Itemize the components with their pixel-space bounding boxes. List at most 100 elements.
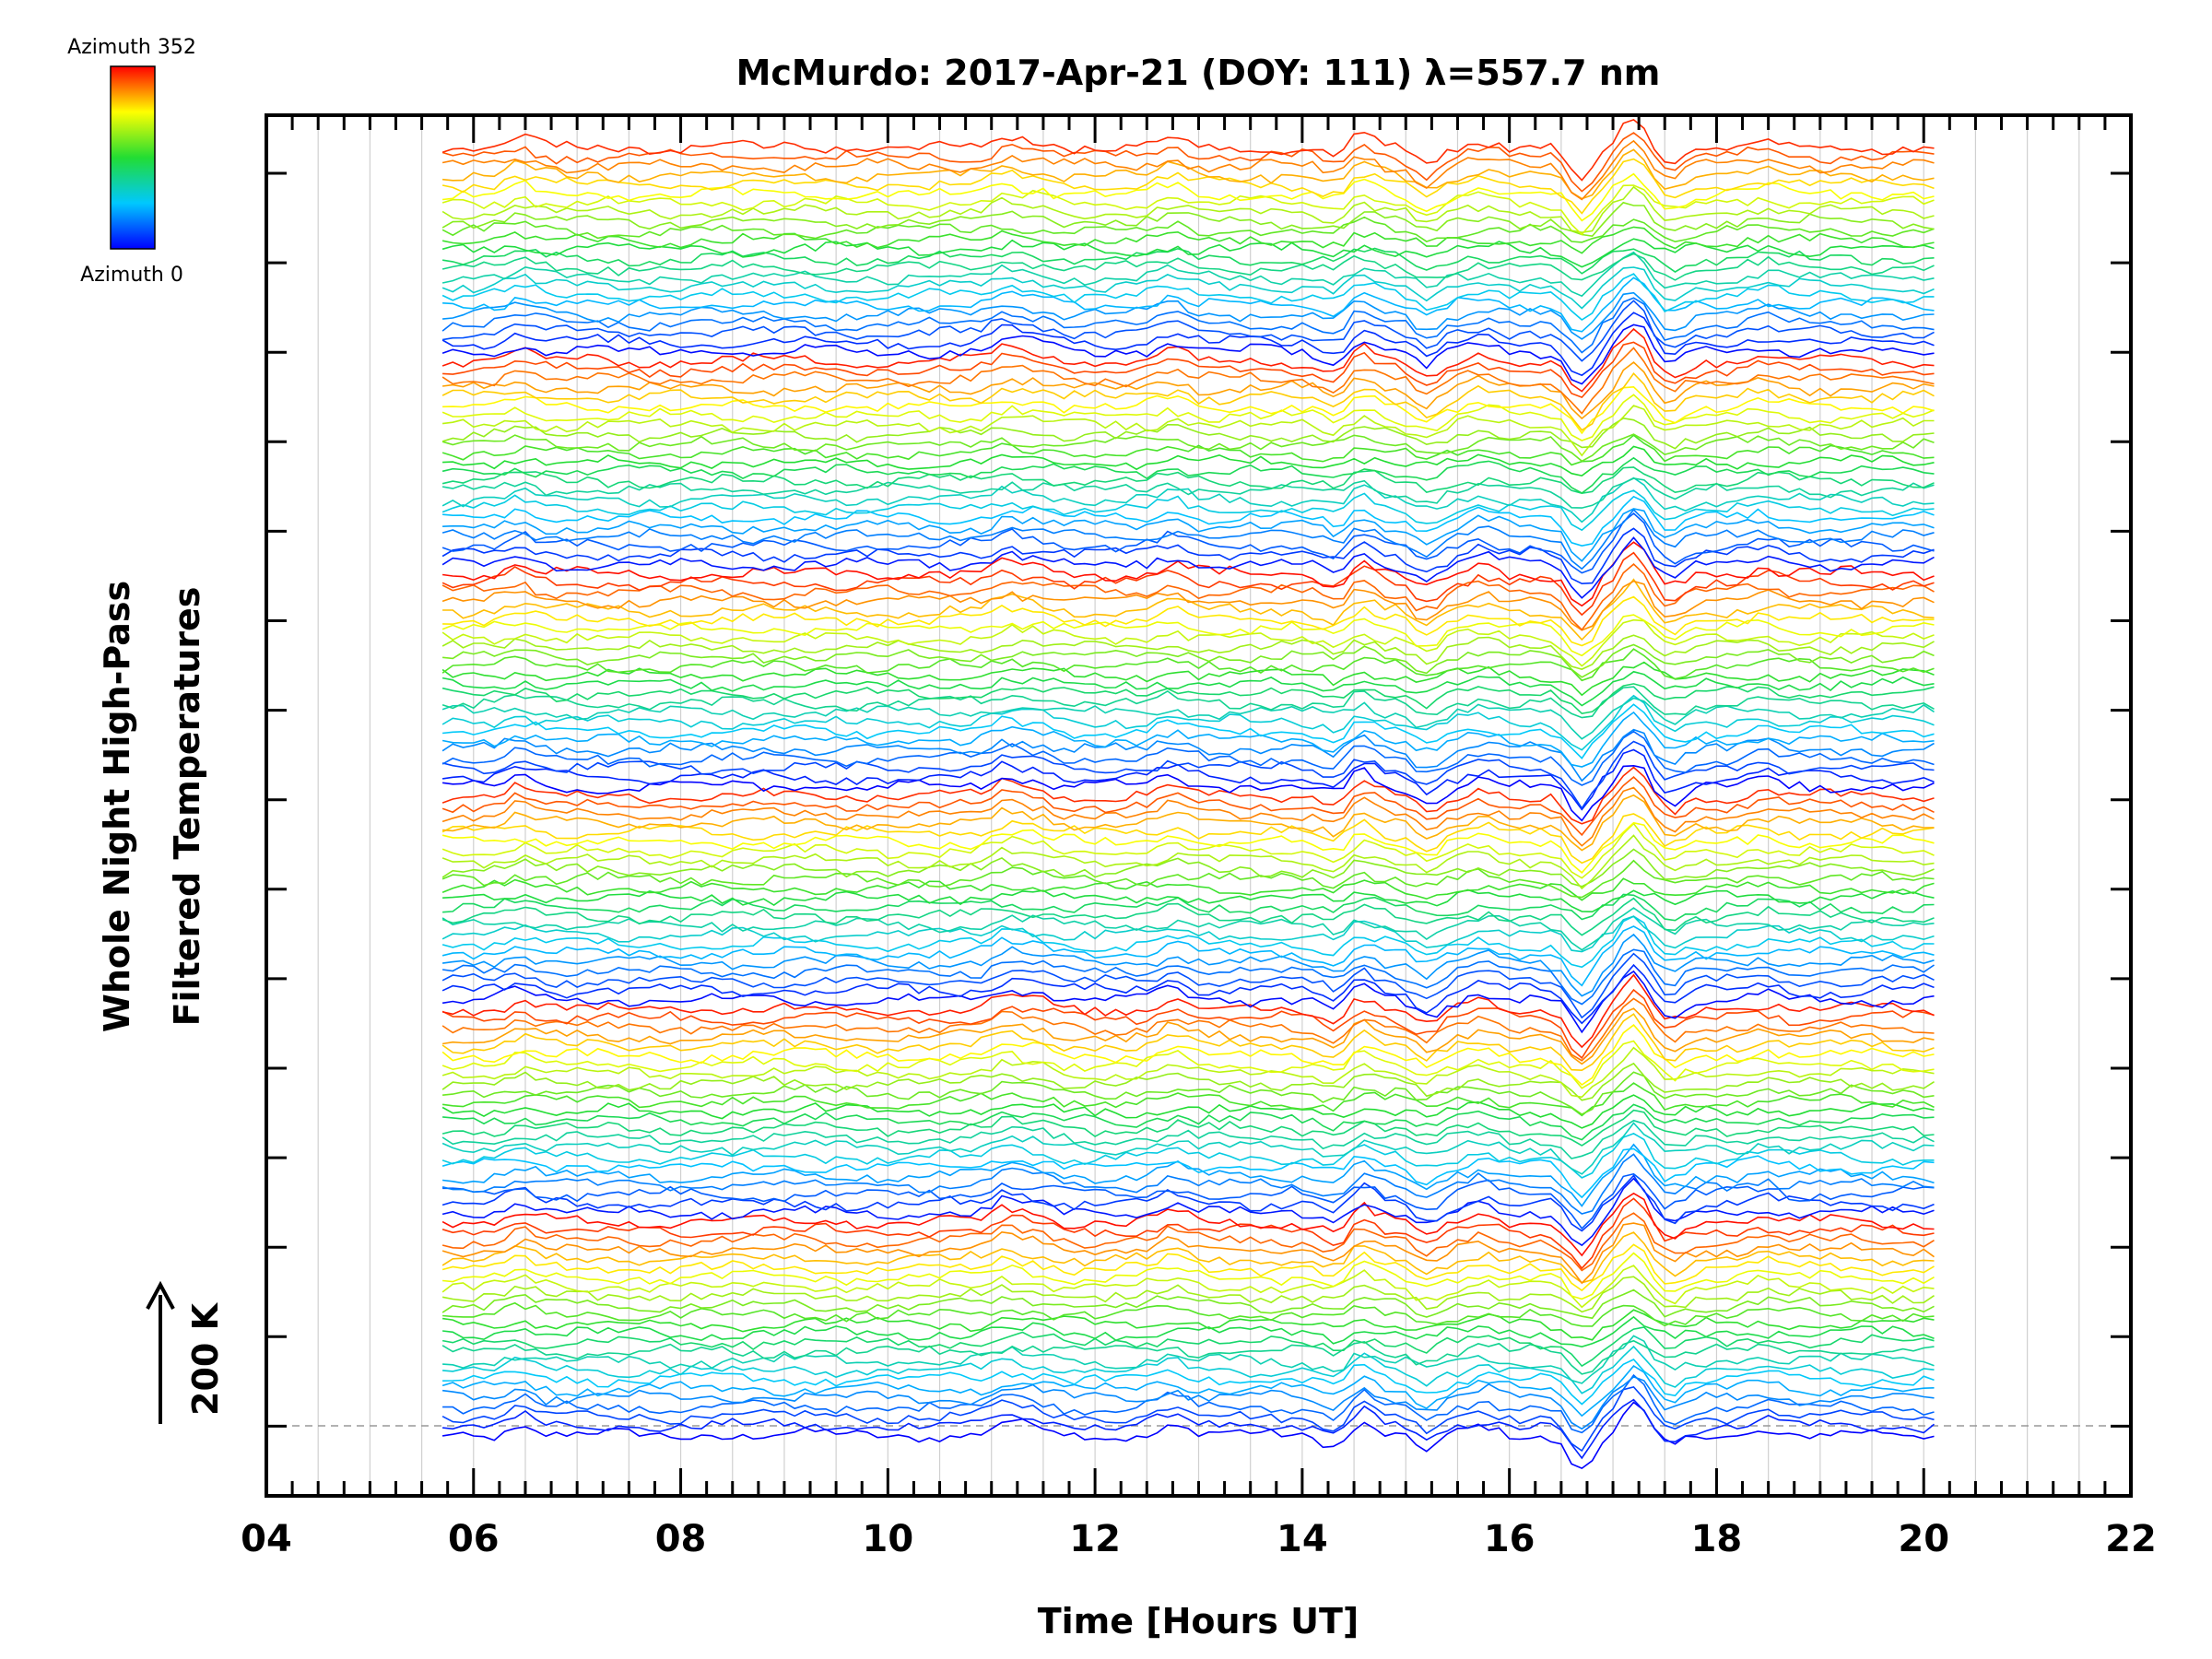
azimuth-trace (441, 1243, 1935, 1292)
azimuth-trace (441, 184, 1935, 236)
x-axis-label: Time [Hours UT] (1038, 1601, 1359, 1641)
azimuth-trace (441, 683, 1935, 715)
azimuth-trace (441, 327, 1935, 393)
azimuth-trace (442, 1103, 1935, 1141)
x-tick-label: 12 (1069, 1518, 1121, 1560)
colorbar: Azimuth 352 Azimuth 0 (67, 36, 196, 287)
azimuth-trace (441, 925, 1935, 987)
azimuth-trace (441, 433, 1935, 463)
azimuth-trace (442, 172, 1935, 222)
azimuth-trace (441, 618, 1935, 667)
azimuth-trace (441, 226, 1935, 254)
x-tick-label: 20 (1898, 1518, 1949, 1560)
azimuth-trace (441, 312, 1935, 377)
trace-lines (441, 118, 1936, 1470)
azimuth-trace (441, 1265, 1935, 1309)
azimuth-trace (442, 1301, 1935, 1327)
azimuth-trace (441, 813, 1935, 865)
azimuth-trace (441, 266, 1935, 310)
azimuth-trace (442, 508, 1935, 562)
azimuth-trace (441, 1276, 1935, 1313)
azimuth-trace (442, 1252, 1935, 1300)
azimuth-trace (441, 1119, 1935, 1159)
colorbar-gradient (110, 65, 156, 250)
azimuth-trace (442, 703, 1935, 759)
azimuth-trace (441, 1231, 1935, 1284)
azimuth-trace (441, 477, 1935, 509)
colorbar-top-label: Azimuth 352 (67, 36, 196, 59)
azimuth-trace (442, 385, 1935, 435)
azimuth-trace (441, 648, 1935, 682)
azimuth-trace (441, 1082, 1935, 1117)
azimuth-trace (441, 848, 1935, 888)
azimuth-trace (441, 1339, 1935, 1375)
x-tick-label: 22 (2105, 1518, 2157, 1560)
azimuth-trace (441, 456, 1935, 494)
azimuth-trace (441, 670, 1935, 707)
azimuth-trace (441, 614, 1935, 657)
azimuth-trace (442, 1071, 1935, 1115)
azimuth-trace (441, 541, 1935, 607)
azimuth-trace (441, 711, 1935, 768)
azimuth-trace (441, 536, 1935, 599)
x-tick-label: 18 (1691, 1518, 1743, 1560)
azimuth-trace (441, 1062, 1935, 1101)
azimuth-trace (441, 1386, 1935, 1453)
azimuth-trace (442, 276, 1935, 333)
azimuth-trace (442, 643, 1935, 678)
azimuth-trace (441, 1177, 1935, 1247)
azimuth-trace (441, 1326, 1935, 1368)
azimuth-trace (441, 1212, 1935, 1272)
y-axis-label-line1: Whole Night High-Pass (97, 581, 137, 1032)
azimuth-trace (441, 952, 1935, 1019)
azimuth-trace (441, 185, 1935, 234)
azimuth-trace (441, 1109, 1935, 1147)
azimuth-trace (441, 634, 1935, 670)
azimuth-trace (441, 580, 1935, 631)
scale-arrow-head (146, 1280, 175, 1310)
azimuth-trace (441, 527, 1935, 585)
azimuth-trace (441, 297, 1935, 354)
azimuth-trace (441, 394, 1935, 441)
azimuth-trace (441, 766, 1935, 825)
azimuth-trace (441, 694, 1935, 751)
azimuth-trace (442, 794, 1935, 852)
azimuth-trace (442, 888, 1935, 913)
azimuth-trace (441, 1046, 1935, 1099)
azimuth-trace (441, 1174, 1935, 1232)
x-tick-label: 04 (241, 1518, 292, 1560)
y-axis-label-line2: Filtered Temperatures (167, 587, 207, 1027)
azimuth-trace (441, 273, 1935, 321)
azimuth-trace (441, 877, 1935, 901)
x-tick-label: 16 (1484, 1518, 1535, 1560)
azimuth-trace (442, 1359, 1935, 1406)
azimuth-trace (442, 578, 1935, 641)
scale-indicator: 200 K (146, 1280, 226, 1424)
azimuth-trace (441, 661, 1935, 697)
azimuth-trace (441, 786, 1935, 847)
azimuth-trace (441, 897, 1935, 936)
azimuth-trace (441, 948, 1935, 1006)
azimuth-trace (441, 1122, 1935, 1175)
azimuth-trace (441, 1364, 1935, 1418)
azimuth-trace (442, 495, 1935, 547)
azimuth-trace (441, 822, 1935, 879)
x-tick-label: 08 (655, 1518, 707, 1560)
azimuth-trace (442, 1143, 1935, 1207)
azimuth-trace (441, 859, 1935, 899)
azimuth-trace (441, 988, 1935, 1060)
azimuth-trace (441, 764, 1935, 822)
azimuth-trace (441, 238, 1935, 268)
azimuth-trace (441, 201, 1935, 238)
azimuth-trace (442, 148, 1935, 200)
azimuth-trace (442, 595, 1935, 647)
azimuth-trace (441, 417, 1935, 450)
azimuth-trace (441, 1288, 1935, 1320)
azimuth-trace (441, 251, 1935, 298)
azimuth-trace (441, 466, 1935, 495)
azimuth-trace (441, 997, 1935, 1062)
azimuth-trace (441, 158, 1935, 215)
azimuth-trace (441, 371, 1935, 431)
azimuth-trace (441, 915, 1935, 953)
